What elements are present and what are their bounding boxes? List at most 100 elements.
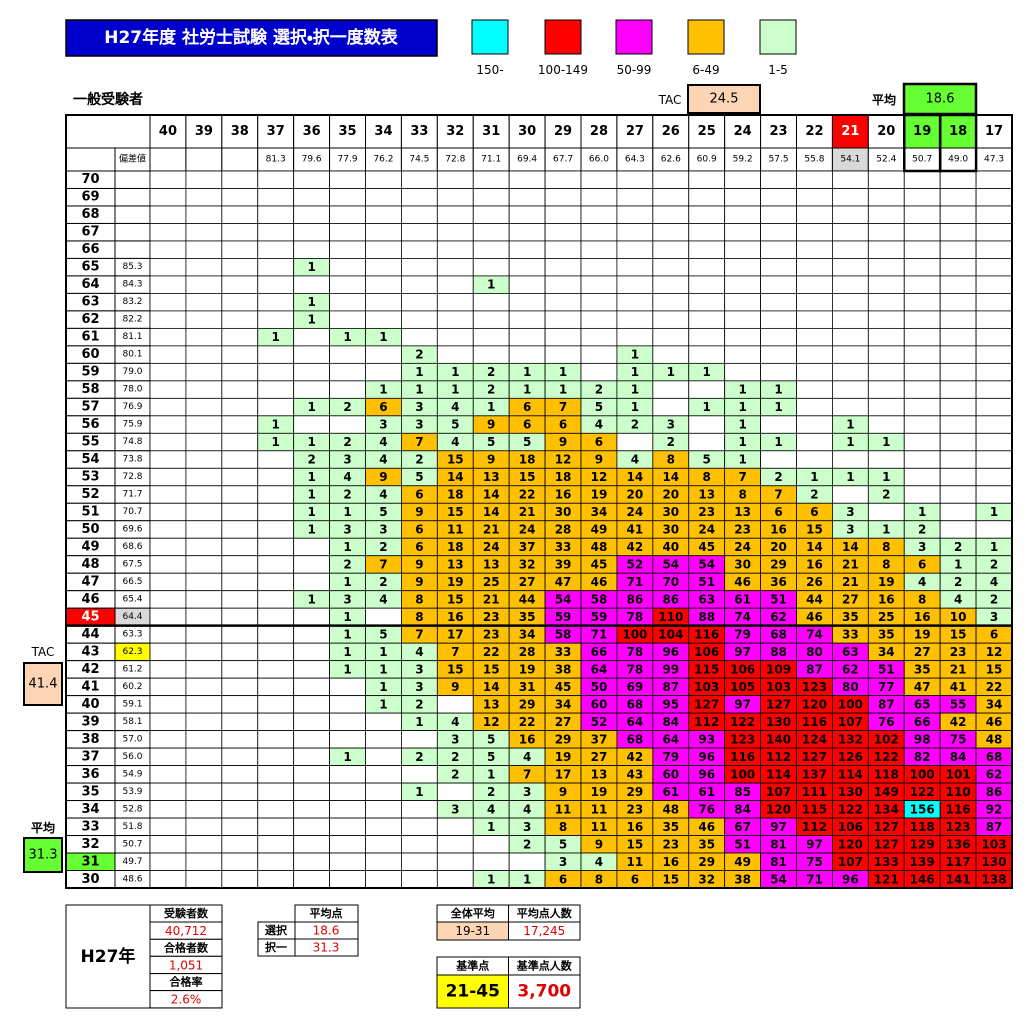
count-cell: [436, 188, 474, 207]
count-cell: [221, 415, 259, 434]
count: 60: [662, 767, 679, 781]
count-cell: [221, 397, 259, 417]
row-score: 56: [81, 417, 99, 432]
count-cell: [652, 310, 690, 329]
count-cell: [257, 450, 295, 469]
count-cell: [185, 607, 223, 627]
count-cell: [185, 415, 223, 434]
count-cell: [796, 258, 833, 277]
count-cell: [185, 625, 223, 644]
count-cell: [867, 293, 905, 312]
count-cell: [365, 852, 402, 871]
count-cell: [149, 625, 187, 644]
count: 80: [842, 680, 859, 694]
count-cell: [221, 537, 259, 557]
count: 30: [662, 505, 679, 519]
count-cell: [221, 380, 259, 399]
count: 45: [591, 557, 608, 571]
count: 79: [662, 750, 679, 764]
row-score: 70: [81, 172, 99, 187]
count: 1: [307, 488, 315, 502]
summary-label: 受験者数: [164, 906, 209, 920]
count: 123: [802, 680, 827, 694]
count-cell: [149, 345, 187, 364]
row-deviation: 70.7: [122, 507, 142, 517]
count-cell: [975, 293, 1013, 312]
count: 93: [698, 732, 715, 746]
count: 1: [631, 365, 639, 379]
count: 3: [343, 453, 351, 467]
row-deviation: 66.5: [122, 577, 142, 587]
tac-side-box: [23, 662, 63, 706]
count-cell: [796, 432, 833, 452]
count: 134: [874, 802, 899, 816]
count-cell: [652, 397, 690, 417]
count: 1: [990, 505, 998, 519]
count-cell: [149, 590, 187, 609]
count-cell: [149, 870, 187, 889]
count-cell: [329, 852, 366, 871]
count-cell: [688, 380, 726, 399]
count-cell: [221, 362, 259, 382]
count-cell: [580, 345, 618, 364]
tac-top-box: [687, 84, 761, 114]
count-cell: [185, 310, 223, 329]
count-cell: [257, 730, 295, 749]
count: 1: [343, 505, 351, 519]
count: 34: [555, 697, 572, 711]
count: 127: [874, 820, 899, 834]
count-cell: [975, 397, 1013, 417]
count-cell: [508, 223, 546, 242]
column-score: 28: [590, 124, 608, 139]
row-deviation: 58.1: [122, 717, 142, 727]
count: 1: [846, 435, 854, 449]
count: 122: [838, 802, 863, 816]
count: 81: [770, 855, 787, 869]
count: 3: [667, 418, 675, 432]
count-cell: [975, 275, 1013, 294]
column-deviation: 62.6: [661, 155, 681, 165]
count-cell: [365, 223, 402, 242]
count-cell: [149, 765, 187, 784]
count: 2: [343, 400, 351, 414]
column-deviation-cell: [149, 147, 187, 172]
count: 28: [519, 645, 536, 659]
row-score: 64: [81, 277, 99, 292]
averages-label: 択一: [265, 940, 287, 954]
column-score: 33: [410, 124, 428, 139]
count-cell: [760, 240, 797, 259]
count: 15: [627, 837, 644, 851]
count: 9: [487, 453, 495, 467]
overall-header: 平均点人数: [517, 906, 573, 920]
column-score: 39: [195, 124, 213, 139]
count-cell: [401, 835, 438, 854]
count: 61: [698, 785, 715, 799]
row-deviation: 48.6: [122, 874, 142, 884]
count-cell: [185, 642, 223, 662]
count: 2: [379, 540, 387, 554]
average-column-frame: [938, 113, 978, 173]
count-cell: [185, 572, 223, 592]
count-cell: [472, 188, 510, 207]
count: 22: [519, 715, 536, 729]
row-deviation: 61.2: [122, 664, 142, 674]
count: 25: [878, 610, 895, 624]
count-cell: [832, 310, 869, 329]
count-cell: [185, 485, 223, 504]
count-cell: [508, 240, 546, 259]
count-cell: [257, 223, 295, 242]
count: 6: [379, 400, 387, 414]
count: 88: [698, 610, 715, 624]
count: 29: [555, 732, 572, 746]
count-cell: [329, 782, 366, 801]
count-cell: [365, 362, 402, 382]
count-cell: [185, 660, 223, 679]
count: 6: [918, 557, 926, 571]
count-cell: [939, 380, 977, 399]
count-cell: [257, 345, 295, 364]
row-deviation: 81.1: [122, 332, 142, 342]
count-cell: [221, 345, 259, 364]
count-cell: [616, 432, 654, 452]
count: 136: [946, 837, 971, 851]
count-cell: [257, 275, 295, 294]
